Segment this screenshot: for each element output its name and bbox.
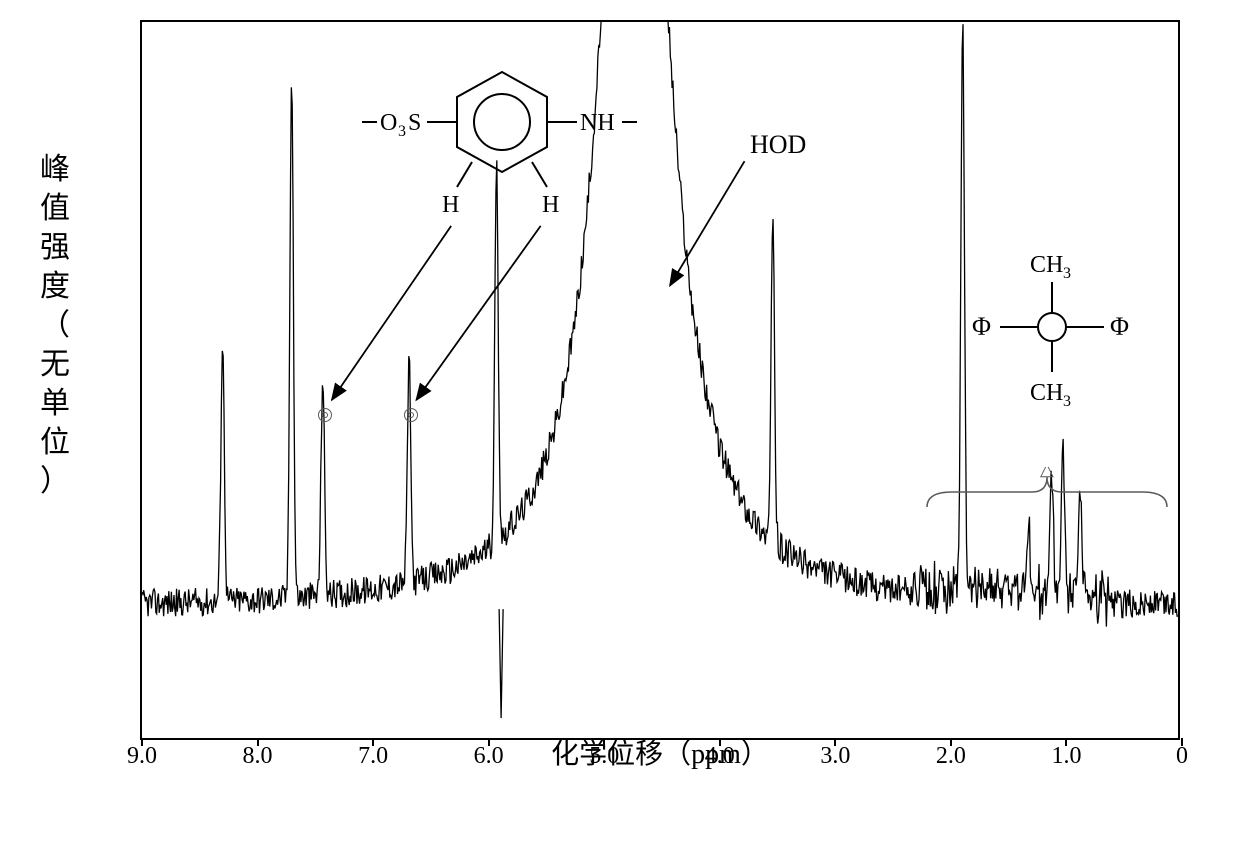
svg-text:O: O xyxy=(380,110,397,136)
svg-text:3: 3 xyxy=(1063,393,1071,410)
curly-brace: △ xyxy=(922,467,1172,517)
x-tick-label: 6.0 xyxy=(474,743,504,770)
x-tick-label: 2.0 xyxy=(936,743,966,770)
svg-text:H: H xyxy=(442,192,459,218)
x-tick-label: 8.0 xyxy=(243,743,273,770)
svg-text:CH: CH xyxy=(1030,252,1063,278)
svg-text:H: H xyxy=(542,192,559,218)
x-tick-label: 3.0 xyxy=(820,743,850,770)
x-tick-label: 0 xyxy=(1176,743,1188,770)
peak-marker-circle xyxy=(318,408,332,422)
svg-text:3: 3 xyxy=(1063,265,1071,282)
svg-text:CH: CH xyxy=(1030,380,1063,406)
x-tick-label: 9.0 xyxy=(127,743,157,770)
svg-text:Φ: Φ xyxy=(1110,312,1129,341)
peak-marker-circle xyxy=(404,408,418,422)
svg-text:Φ: Φ xyxy=(972,312,991,341)
svg-text:NH: NH xyxy=(580,110,615,136)
chart-container: 9.08.07.06.05.04.03.02.01.00 xyxy=(120,20,1200,780)
x-axis-label: 化学位移（ppm） xyxy=(551,732,769,772)
plot-area: 9.08.07.06.05.04.03.02.01.00 xyxy=(140,20,1180,740)
svg-text:3: 3 xyxy=(398,123,406,140)
x-tick-label: 1.0 xyxy=(1051,743,1081,770)
svg-text:S: S xyxy=(408,110,421,136)
chemical-structure-sulfanilic: O 3 S NH H H xyxy=(342,52,662,247)
x-tick-label: 7.0 xyxy=(358,743,388,770)
svg-text:△: △ xyxy=(1040,467,1054,479)
hod-label: HOD xyxy=(750,130,806,160)
chemical-structure-isopropylidene: CH 3 CH 3 Φ Φ xyxy=(952,232,1152,427)
y-axis-label: 峰值强度（无单位） xyxy=(40,150,70,501)
